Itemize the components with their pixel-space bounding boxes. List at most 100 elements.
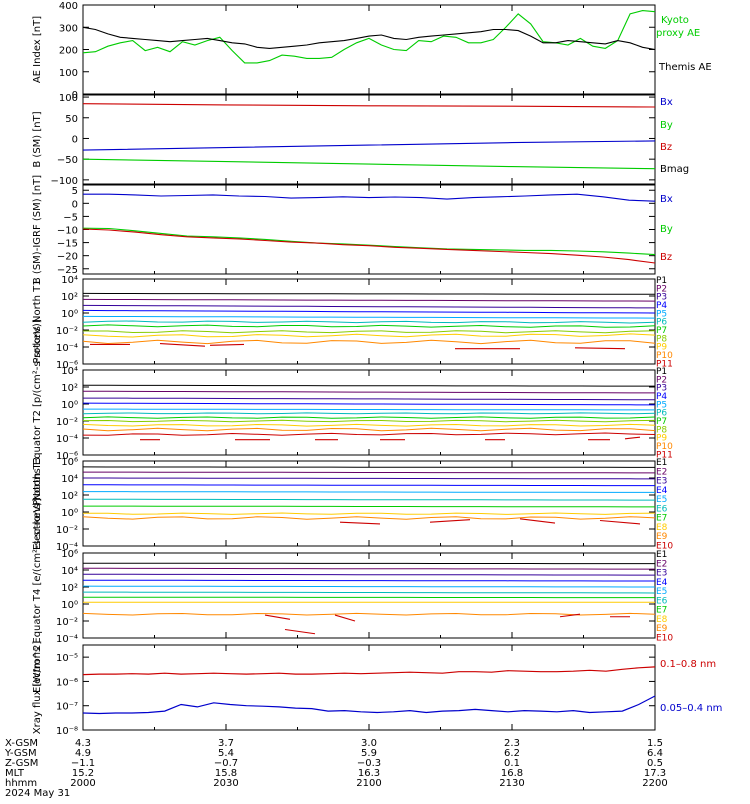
panel-5-ytick-label: 10⁰ — [61, 400, 78, 411]
panel-1-ytick-label: 300 — [59, 23, 78, 34]
panel-6-ytick-label: 10⁰ — [61, 508, 78, 519]
panel-2-series-2-line — [83, 159, 655, 169]
panel-3-ytick-label: 0 — [72, 199, 78, 210]
panel-7-flux-segment — [265, 615, 290, 619]
panel-6-flux-line-e7 — [83, 506, 655, 507]
panel-2-ylabel: B (SM) [nT] — [32, 111, 43, 167]
panel-3-legend-bx: Bx — [660, 194, 673, 205]
panel-5-frame — [83, 370, 655, 455]
panel-8-ytick-label: 10⁻⁶ — [56, 677, 78, 688]
panel-3-series-1-line — [83, 194, 655, 201]
panel-8-ytick-label: 10⁻⁸ — [56, 726, 78, 737]
panel-3-ylabel: B (SM)-IGRF (SM) [nT] — [32, 175, 43, 284]
panel-1-ytick-label: 400 — [59, 1, 78, 12]
orbit-row-value: 2030 — [213, 778, 238, 789]
panel-6-flux-segment — [430, 520, 470, 523]
panel-7-flux-line-e2 — [83, 568, 655, 569]
panel-6-flux-line-e2 — [83, 472, 655, 473]
panel-3-ytick-label: −20 — [57, 252, 78, 263]
panel-4-ytick-label: 10⁻² — [56, 326, 78, 337]
panel-7-flux-segment — [335, 615, 355, 621]
panel-7-flux-line-e5 — [83, 586, 655, 587]
panel-6-ytick-label: 10⁻² — [56, 525, 78, 536]
panel-5-ytick-label: 10⁴ — [61, 366, 78, 377]
panel-5-flux-line-p11 — [83, 433, 655, 435]
panel-4-ytick-label: 10⁴ — [61, 275, 78, 286]
panel-7-ytick-label: 10⁻² — [56, 617, 78, 628]
panel-5-ytick-label: 10⁻² — [56, 417, 78, 428]
panel-8-series-1-line — [83, 667, 655, 675]
panel-7-ytick-label: 10⁰ — [61, 600, 78, 611]
orbit-row-value: 2200 — [642, 778, 667, 789]
panel-1-frame — [83, 5, 655, 94]
xray-legend-long: 0.1–0.8 nm — [660, 659, 716, 670]
panel-6-flux-line-e4 — [83, 485, 655, 486]
panel-4-flux-line-p6 — [83, 321, 655, 323]
panel-4-flux-line-p10 — [83, 340, 655, 343]
orbit-row-value: 2100 — [356, 778, 381, 789]
panel-5-flux-line-p7 — [83, 417, 655, 418]
panel-6-ytick-label: 10² — [61, 491, 78, 502]
panel-8-frame — [83, 645, 655, 730]
kyoto-label-line1: Kyoto — [661, 15, 689, 26]
panel-5-flux-line-p10 — [83, 428, 655, 431]
panel-6-flux-segment — [600, 521, 640, 524]
panel-4-ytick-label: 10² — [61, 292, 78, 303]
panel-7-frame — [83, 553, 655, 638]
panel-5-flux-line-p5 — [83, 409, 655, 410]
panel-8-ytick-label: 10⁻⁵ — [56, 653, 78, 664]
panel-6-ytick-label: 10⁴ — [61, 474, 78, 485]
panel-8-ylabel: Xray flux [W/m^2] — [32, 641, 43, 735]
orbit-row-value: 2000 — [70, 778, 95, 789]
panel-2-series-1-line — [83, 141, 655, 150]
panel-2-ytick-label: 50 — [65, 114, 78, 125]
panel-5-ytick-label: 10⁻⁴ — [56, 434, 78, 445]
panel-5-flux-line-p2 — [83, 391, 655, 393]
panel-3-ytick-label: −10 — [57, 226, 78, 237]
panel-5-flux-line-p4 — [83, 403, 655, 405]
panel-4-flux-line-p9 — [83, 334, 655, 337]
panel-3-ytick-label: −5 — [63, 212, 78, 223]
panel-2-frame — [83, 95, 655, 184]
panel-6-flux-line-e8 — [83, 513, 655, 514]
panel-2-ytick-label: 100 — [59, 93, 78, 104]
panel-7-ytick-label: 10⁻⁴ — [56, 634, 78, 645]
panel-3-series-2-line — [83, 228, 655, 254]
panel-2-ytick-label: −50 — [57, 155, 78, 166]
panel-4-flux-segment — [160, 344, 205, 347]
panel-2-legend-by: By — [660, 120, 673, 131]
panel-4-flux-segment — [210, 344, 244, 345]
panel-4-ytick-label: 10⁰ — [61, 309, 78, 320]
panel-7-flux-segment — [285, 630, 315, 634]
panel-6-frame — [83, 461, 655, 546]
themis-label: Themis AE — [658, 62, 712, 73]
panel-5-flux-line-p1 — [83, 385, 655, 386]
panel-5-flux-line-p3 — [83, 398, 655, 400]
panel-1-ytick-label: 100 — [59, 68, 78, 79]
panel-7-ytick-label: 10⁶ — [61, 549, 78, 560]
panel-7-flux-line-e3 — [83, 574, 655, 575]
panel-7-flux-line-e9 — [83, 613, 655, 615]
panel-6-flux-line-e1 — [83, 467, 655, 468]
panel-7-ytick-label: 10⁴ — [61, 566, 78, 577]
panel-2-series-3-line — [83, 104, 655, 107]
panel-2-legend-bmag: Bmag — [660, 164, 689, 175]
panel-7-flux-line-e6 — [83, 592, 655, 593]
panel-1-ytick-label: 200 — [59, 46, 78, 57]
panel-6-ytick-label: 10⁶ — [61, 457, 78, 468]
orbit-row-value: 2130 — [499, 778, 524, 789]
panel-2-legend-bz: Bz — [660, 142, 672, 153]
panel-4-frame — [83, 279, 655, 364]
panel-4-flux-line-p2 — [83, 299, 655, 301]
panel-3-legend-bz: Bz — [660, 252, 672, 263]
panel-4-flux-line-p5 — [83, 316, 655, 318]
panel-4-flux-line-p4 — [83, 310, 655, 313]
panel-7-flux-line-e4 — [83, 580, 655, 581]
panel-4-flux-segment — [575, 348, 625, 349]
panel-3-legend-by: By — [660, 224, 673, 235]
panel-6-flux-segment — [520, 519, 555, 523]
kyoto-label-line2: proxy AE — [656, 28, 700, 39]
panel-5-flux-segment — [625, 437, 640, 439]
panel-1-series-1-line — [83, 11, 655, 63]
